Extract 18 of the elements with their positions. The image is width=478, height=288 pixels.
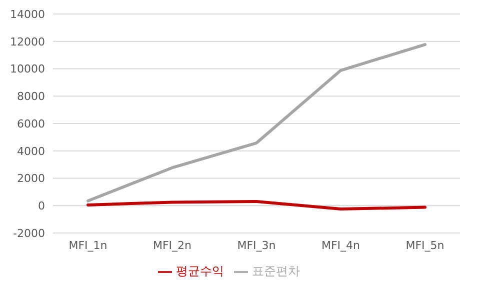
y-tick-label: 14000 (10, 8, 45, 21)
legend-label: 표준편차 (252, 264, 300, 278)
x-tick-label: MFI_4n (321, 238, 360, 252)
x-tick-label: MFI_3n (237, 238, 276, 252)
y-tick-label: 10000 (10, 62, 45, 76)
y-tick-label: 12000 (10, 35, 45, 48)
line-series (86, 200, 426, 211)
x-tick-label: MFI_1n (68, 238, 108, 252)
x-tick-label: MFI_5n (406, 238, 444, 252)
y-tick-label: 2000 (17, 172, 45, 186)
x-tick-label: MFI_2n (152, 238, 192, 252)
legend-label: 평균수익 (176, 264, 224, 278)
y-tick-label: -2000 (13, 226, 45, 240)
y-tick-label: 6000 (17, 117, 45, 130)
line-series (86, 43, 426, 202)
y-tick-label: 4000 (17, 144, 45, 158)
y-tick-label: 8000 (17, 90, 45, 104)
y-tick-label: 0 (38, 200, 45, 213)
